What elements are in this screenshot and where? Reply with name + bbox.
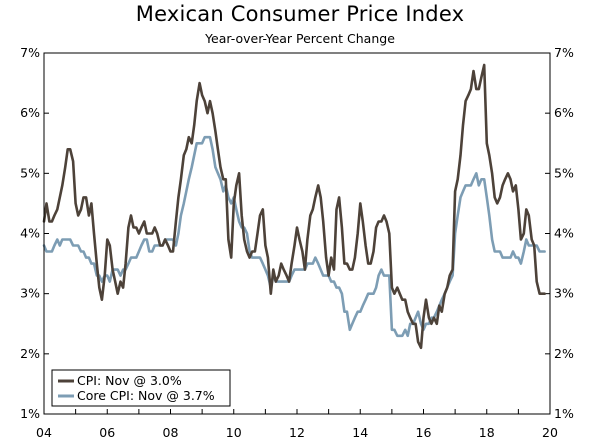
tick-labels: 1% 1% 2% 2% 3% 3% 4% 4% 5% 5% 6% 6% 7% 7% 04 06 08 10 12 14…	[20, 45, 574, 440]
chart-title: Mexican Consumer Price Index	[135, 2, 465, 26]
x-tick-label: 20	[542, 425, 558, 440]
x-tick-label: 16	[416, 425, 432, 440]
plot-frame	[43, 52, 551, 415]
legend-box	[51, 369, 231, 407]
x-tick-label: 12	[289, 425, 305, 440]
y-tick-label-left: 5%	[20, 165, 40, 180]
series-line-core-cpi	[42, 135, 546, 338]
x-tick-label: 06	[99, 425, 115, 440]
y-tick-label-right: 7%	[554, 45, 574, 60]
y-tick-label-right: 5%	[554, 165, 574, 180]
series-line-cpi	[42, 63, 546, 350]
legend-label-cpi: CPI: Nov @ 3.0%	[77, 373, 182, 388]
x-tick-label: 04	[36, 425, 52, 440]
y-tick-label-right: 2%	[554, 346, 574, 361]
x-tick-label: 10	[226, 425, 242, 440]
chart-subtitle: Year-over-Year Percent Change	[205, 31, 395, 46]
y-tick-label-right: 1%	[554, 406, 574, 421]
y-tick-label-right: 4%	[554, 226, 574, 241]
y-tick-label-left: 3%	[20, 286, 40, 301]
y-tick-label-left: 4%	[20, 226, 40, 241]
x-tick-label: 18	[479, 425, 495, 440]
y-tick-label-left: 7%	[20, 45, 40, 60]
series-layer	[42, 63, 546, 350]
y-tick-label-right: 3%	[554, 286, 574, 301]
y-tick-label-left: 1%	[20, 406, 40, 421]
y-tick-label-left: 2%	[20, 346, 40, 361]
legend-label-core-cpi: Core CPI: Nov @ 3.7%	[77, 388, 215, 403]
y-tick-label-right: 6%	[554, 105, 574, 120]
y-tick-label-left: 6%	[20, 105, 40, 120]
legend: CPI: Nov @ 3.0% Core CPI: Nov @ 3.7%	[51, 369, 231, 407]
x-tick-label: 08	[163, 425, 179, 440]
x-tick-label: 14	[352, 425, 368, 440]
